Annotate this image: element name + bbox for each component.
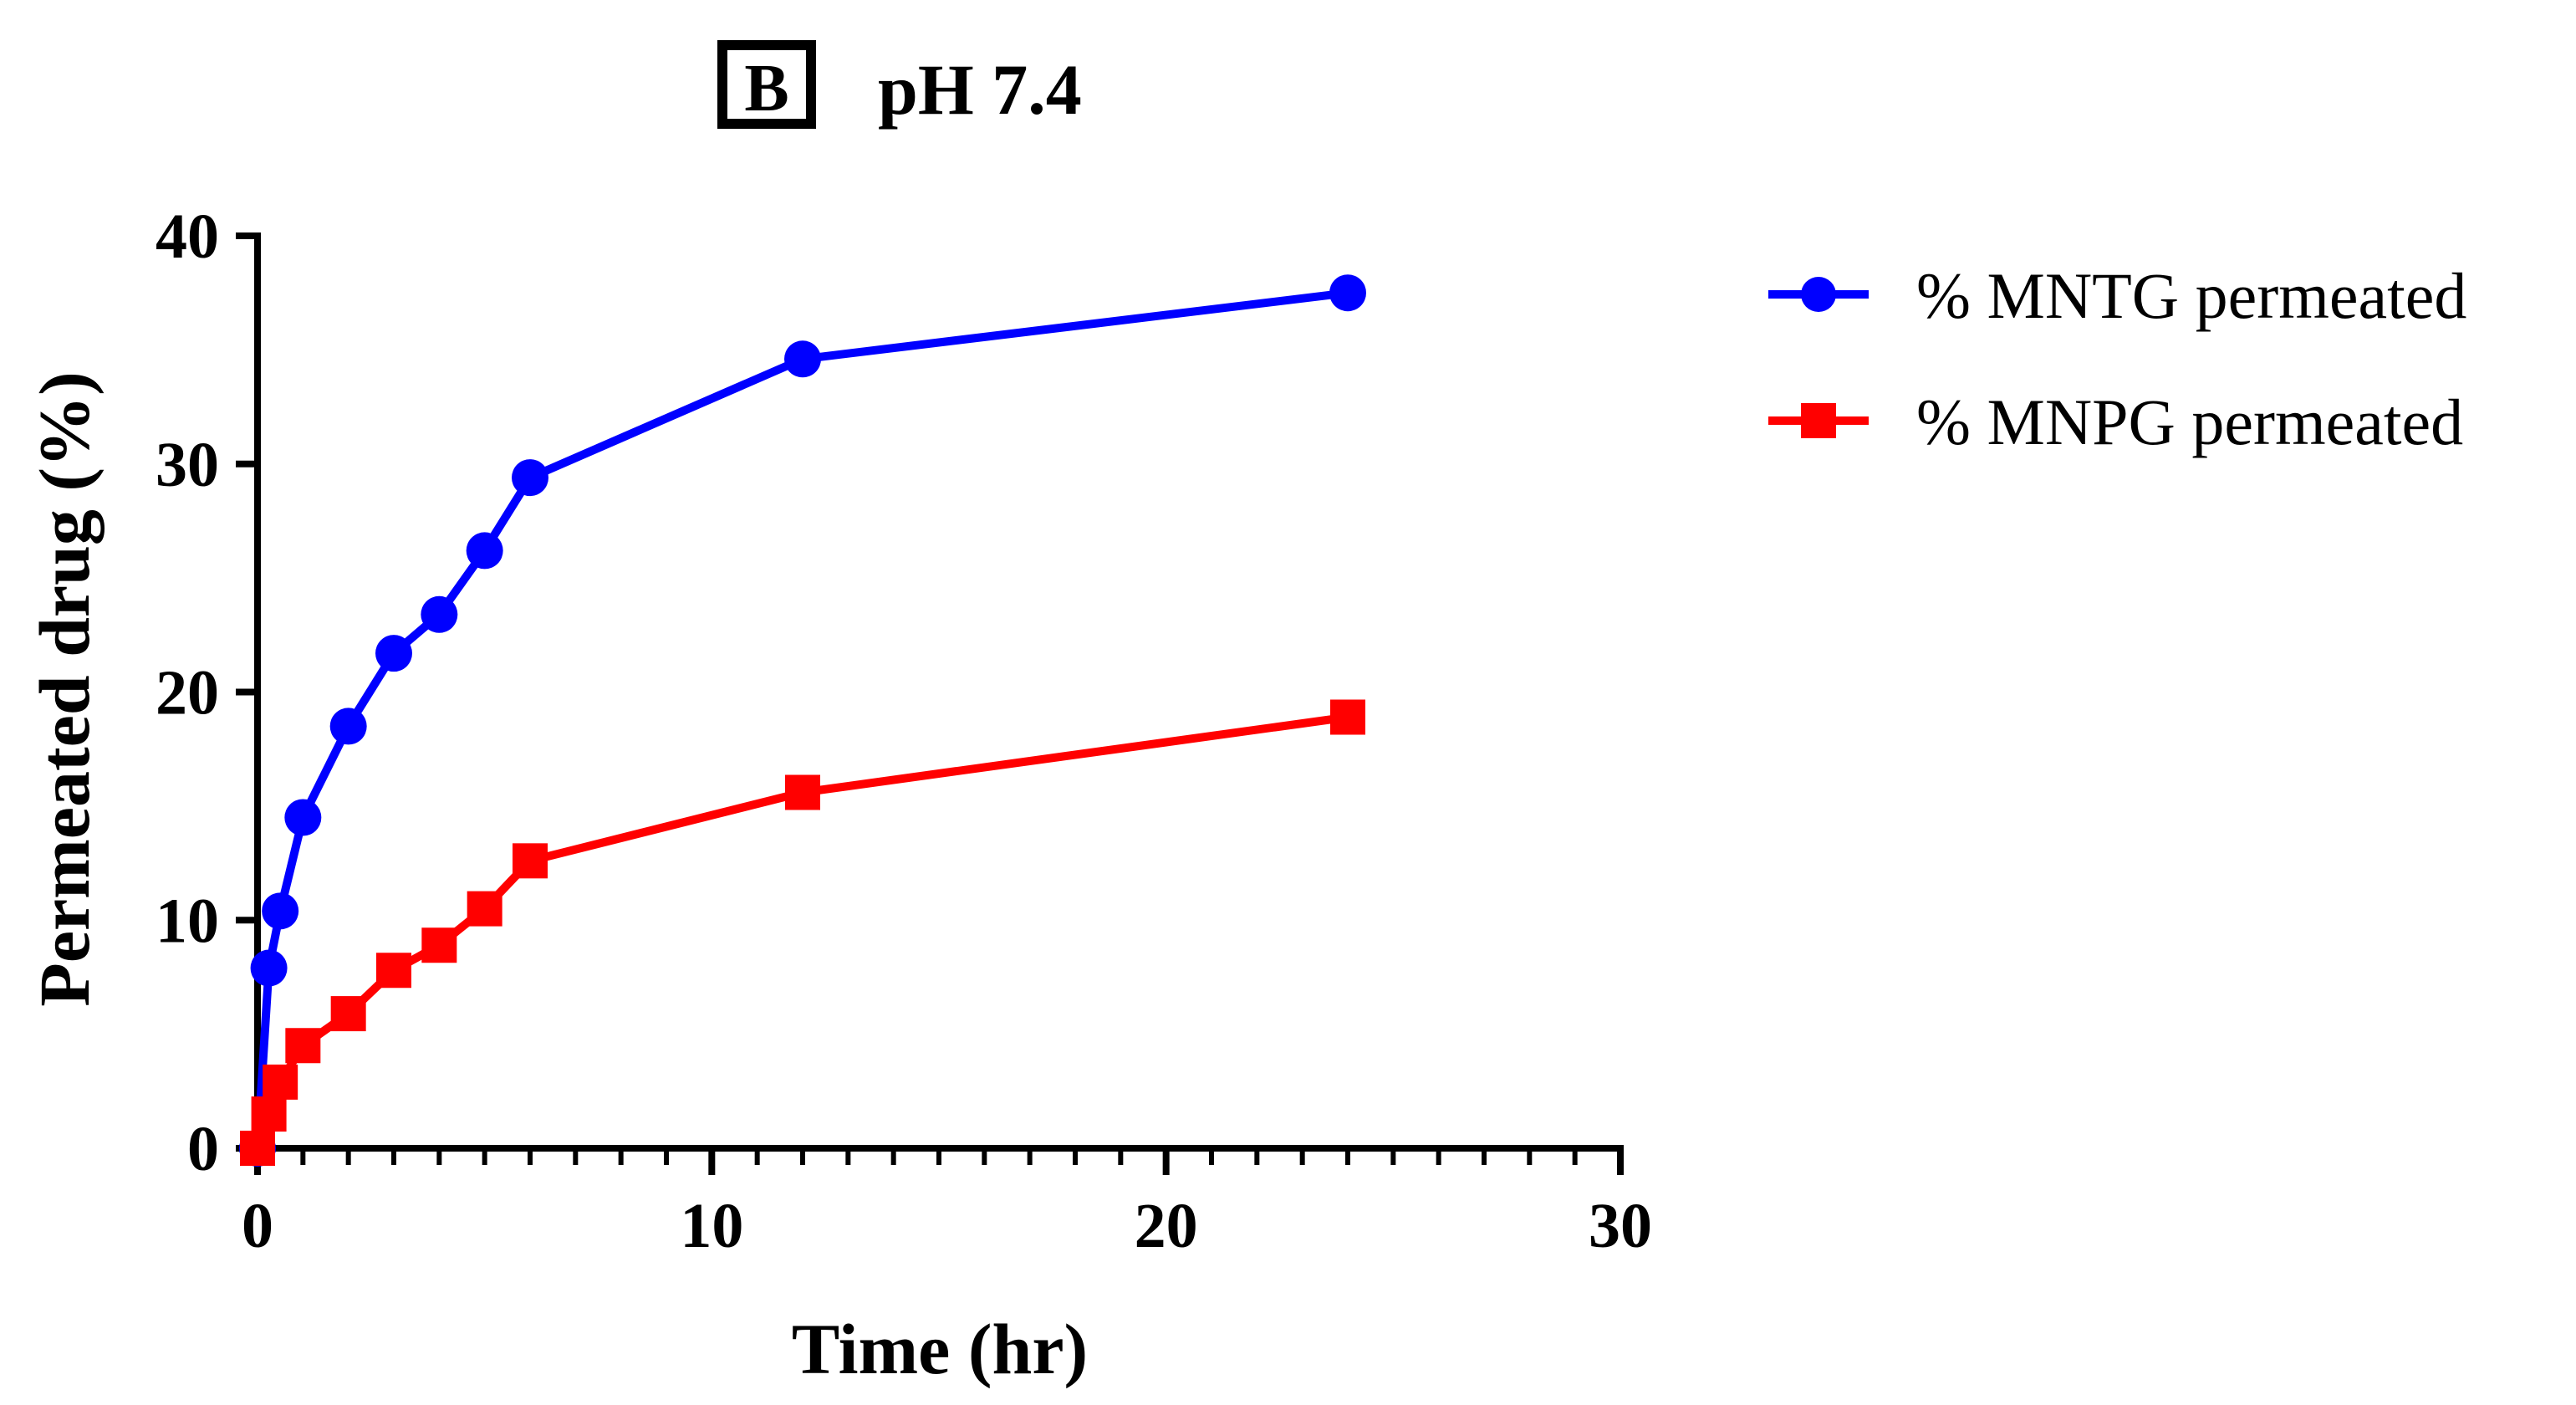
legend-label-mnpg: % MNPG permeated <box>1916 386 2463 458</box>
x-tick-label: 20 <box>1135 1191 1198 1261</box>
data-point <box>375 635 412 672</box>
legend-label-mntg: % MNTG permeated <box>1916 259 2466 332</box>
panel-label-box <box>717 40 816 129</box>
legend-marker-mntg <box>1801 277 1836 312</box>
series-layer <box>239 274 1366 1167</box>
x-ticks: 0 10 20 30 <box>242 1148 1652 1261</box>
x-axis-label: Time (hr) <box>792 1309 1088 1389</box>
series-2 <box>240 699 1365 1166</box>
y-ticks: 0 10 20 30 40 <box>156 202 258 1184</box>
legend: % MNTG permeated % MNPG permeated <box>1768 259 2466 458</box>
x-tick-label: 0 <box>242 1191 273 1261</box>
legend-marker-mnpg <box>1801 403 1836 438</box>
series-line <box>253 289 1349 1149</box>
data-point <box>784 340 821 378</box>
data-point <box>513 843 548 879</box>
y-tick-label: 10 <box>156 886 219 956</box>
data-point <box>263 1064 298 1100</box>
data-point <box>240 1131 275 1166</box>
data-point <box>1329 274 1366 312</box>
y-tick-label: 20 <box>156 658 219 728</box>
data-point <box>421 595 458 633</box>
data-point <box>250 949 288 987</box>
y-tick-label: 40 <box>156 202 219 272</box>
data-point <box>329 708 367 745</box>
data-point <box>466 532 503 570</box>
data-point <box>262 892 299 930</box>
chart-title: pH 7.4 <box>878 49 1082 130</box>
panel-label: B <box>744 52 788 125</box>
data-point <box>512 459 548 497</box>
data-point <box>467 891 502 927</box>
data-point <box>251 1096 287 1132</box>
data-point <box>330 996 366 1032</box>
data-point <box>376 953 411 989</box>
series-1 <box>239 274 1366 1167</box>
y-tick-label: 0 <box>187 1114 219 1184</box>
data-point <box>1330 699 1365 735</box>
data-point <box>285 1028 321 1064</box>
x-tick-label: 30 <box>1589 1191 1652 1261</box>
data-point <box>421 927 457 963</box>
y-axis-label: Permeated drug (%) <box>24 371 105 1006</box>
data-point <box>785 774 820 810</box>
data-point <box>284 799 322 836</box>
x-tick-label: 10 <box>680 1191 743 1261</box>
y-tick-label: 30 <box>156 430 219 500</box>
